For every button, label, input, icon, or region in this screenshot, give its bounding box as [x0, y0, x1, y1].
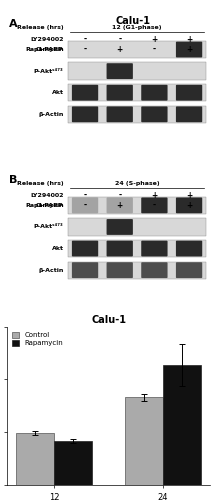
Text: Calu-1: Calu-1	[115, 16, 150, 26]
Text: β-Actin: β-Actin	[38, 268, 64, 272]
Text: -: -	[118, 35, 121, 44]
Text: P-Aktˢ⁴⁷³: P-Aktˢ⁴⁷³	[34, 68, 64, 73]
Text: +: +	[117, 201, 123, 210]
Bar	[16, 433, 54, 485]
FancyBboxPatch shape	[68, 262, 206, 279]
FancyBboxPatch shape	[107, 85, 133, 100]
FancyBboxPatch shape	[68, 84, 206, 102]
Text: β-Actin: β-Actin	[38, 112, 64, 117]
Text: A: A	[8, 20, 17, 30]
Text: -: -	[84, 201, 87, 210]
Text: -: -	[84, 45, 87, 54]
Bar	[54, 441, 92, 485]
FancyBboxPatch shape	[176, 198, 202, 214]
Text: +: +	[151, 191, 158, 200]
Text: Cl-PARP: Cl-PARP	[36, 203, 64, 208]
Text: Release (hrs): Release (hrs)	[17, 182, 64, 186]
Text: 12 (G1-phase): 12 (G1-phase)	[112, 26, 162, 30]
Text: Akt: Akt	[52, 246, 64, 251]
FancyBboxPatch shape	[68, 218, 206, 236]
FancyBboxPatch shape	[68, 240, 206, 257]
FancyBboxPatch shape	[141, 85, 168, 100]
Text: Rapamycin: Rapamycin	[25, 47, 64, 52]
Text: Rapamycin: Rapamycin	[25, 203, 64, 208]
FancyBboxPatch shape	[141, 262, 168, 278]
Text: -: -	[153, 201, 156, 210]
Text: +: +	[186, 191, 192, 200]
Bar	[125, 397, 163, 485]
Text: -: -	[84, 35, 87, 44]
FancyBboxPatch shape	[141, 106, 168, 122]
FancyBboxPatch shape	[176, 106, 202, 122]
FancyBboxPatch shape	[72, 262, 98, 278]
Text: Akt: Akt	[52, 90, 64, 95]
FancyBboxPatch shape	[176, 262, 202, 278]
FancyBboxPatch shape	[141, 240, 168, 256]
FancyBboxPatch shape	[107, 219, 133, 235]
FancyBboxPatch shape	[72, 106, 98, 122]
Text: LY294002: LY294002	[30, 37, 64, 42]
FancyBboxPatch shape	[68, 62, 206, 80]
FancyBboxPatch shape	[72, 240, 98, 256]
Text: Cl-PARP: Cl-PARP	[36, 47, 64, 52]
FancyBboxPatch shape	[176, 85, 202, 100]
Text: -: -	[118, 191, 121, 200]
Text: B: B	[8, 175, 17, 185]
FancyBboxPatch shape	[141, 198, 168, 214]
FancyBboxPatch shape	[107, 106, 133, 122]
Text: Release (hrs): Release (hrs)	[17, 26, 64, 30]
Text: +: +	[117, 45, 123, 54]
Text: -: -	[84, 191, 87, 200]
FancyBboxPatch shape	[68, 196, 206, 214]
FancyBboxPatch shape	[176, 240, 202, 256]
Text: P-Aktˢ⁴⁷³: P-Aktˢ⁴⁷³	[34, 224, 64, 230]
FancyBboxPatch shape	[176, 42, 202, 58]
FancyBboxPatch shape	[107, 63, 133, 79]
FancyBboxPatch shape	[68, 106, 206, 123]
Title: Calu-1: Calu-1	[91, 314, 126, 324]
Legend: Control, Rapamycin: Control, Rapamycin	[10, 330, 65, 348]
Text: LY294002: LY294002	[30, 193, 64, 198]
Text: 24 (S-phase): 24 (S-phase)	[115, 182, 159, 186]
Text: +: +	[151, 35, 158, 44]
Text: +: +	[186, 45, 192, 54]
FancyBboxPatch shape	[72, 85, 98, 100]
Text: +: +	[186, 201, 192, 210]
FancyBboxPatch shape	[72, 198, 98, 214]
FancyBboxPatch shape	[107, 240, 133, 256]
FancyBboxPatch shape	[107, 262, 133, 278]
Text: -: -	[153, 45, 156, 54]
FancyBboxPatch shape	[107, 198, 133, 214]
FancyBboxPatch shape	[68, 41, 206, 58]
Bar	[163, 366, 201, 485]
Text: +: +	[186, 35, 192, 44]
